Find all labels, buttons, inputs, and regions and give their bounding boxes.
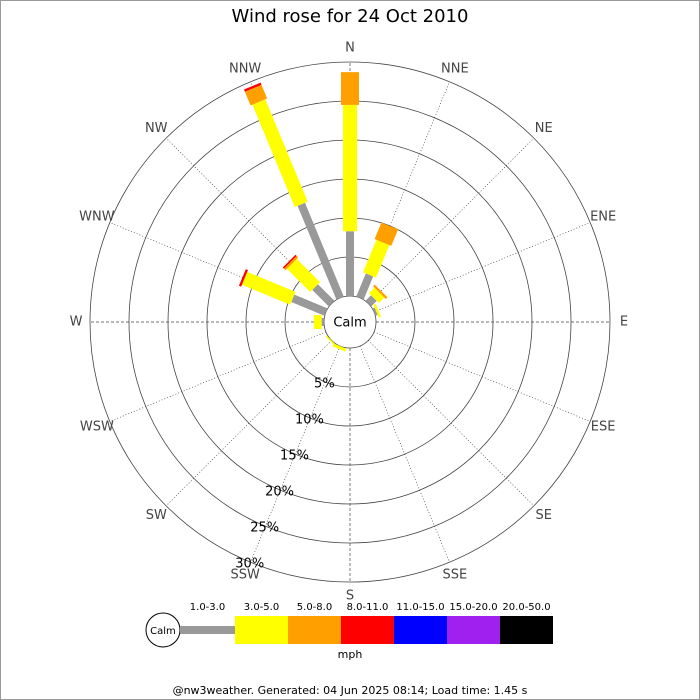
- direction-label: SW: [146, 508, 167, 523]
- legend-label: 20.0-50.0: [502, 602, 550, 613]
- legend-swatch: [500, 616, 553, 644]
- calm-bg: [325, 297, 375, 347]
- direction-label: SSW: [230, 568, 260, 583]
- legend-label: 3.0-5.0: [244, 602, 279, 613]
- unit-label: mph: [338, 648, 363, 661]
- direction-label: WSW: [80, 419, 114, 434]
- spoke: [368, 340, 535, 507]
- direction-label: SE: [536, 508, 552, 523]
- bar-segment: [365, 295, 377, 307]
- direction-bars: [238, 269, 328, 316]
- bar-segment: [325, 335, 337, 347]
- bar-segment: [356, 273, 374, 300]
- legend-swatch: [288, 616, 341, 644]
- spoke: [109, 331, 327, 422]
- chart-title: Wind rose for 24 Oct 2010: [232, 6, 469, 27]
- ring-label: 30%: [235, 557, 264, 572]
- ring-label: 25%: [250, 521, 279, 536]
- bar-segment: [372, 307, 378, 316]
- spoke: [359, 345, 450, 563]
- direction-bars: [282, 254, 335, 307]
- bar-segment: [374, 222, 399, 246]
- calm-label: Calm: [333, 316, 366, 331]
- bar-segment: [241, 271, 296, 305]
- legend-swatch: [235, 616, 288, 644]
- direction-bars: [365, 284, 388, 307]
- bar-segment: [286, 258, 321, 293]
- legend-swatch: [341, 616, 394, 644]
- bar-segment: [243, 82, 262, 92]
- bar-segment: [313, 315, 322, 329]
- direction-label: SSE: [442, 568, 467, 583]
- direction-label: NNW: [229, 61, 261, 76]
- bar-segment: [252, 99, 308, 207]
- direction-label: ESE: [591, 419, 616, 434]
- direction-label: W: [70, 315, 83, 330]
- direction-label: N: [345, 41, 355, 56]
- direction-label: ENE: [590, 210, 616, 225]
- bar-segment: [343, 104, 357, 232]
- legend-label: 15.0-20.0: [449, 602, 497, 613]
- legend-swatch: [447, 616, 500, 644]
- spoke: [368, 137, 535, 304]
- bar-segment: [283, 255, 299, 271]
- ring-label: 20%: [265, 484, 294, 499]
- bar-segment: [282, 254, 297, 269]
- ring: [89, 61, 611, 583]
- direction-bars: [356, 222, 399, 300]
- bar-segment: [312, 284, 335, 307]
- legend-label: 5.0-8.0: [297, 602, 332, 613]
- bar-segment: [373, 303, 382, 318]
- spoke: [165, 340, 332, 507]
- spoke: [250, 345, 341, 563]
- direction-bars: [325, 335, 337, 347]
- legend-swatch: [394, 616, 447, 644]
- legend-swatch: [180, 626, 235, 634]
- bar-segment: [368, 287, 385, 304]
- direction-label: NNE: [441, 61, 469, 76]
- legend-label: 11.0-15.0: [396, 602, 444, 613]
- bar-segment: [238, 269, 248, 287]
- direction-bars: [341, 72, 359, 296]
- legend-label: 8.0-11.0: [347, 602, 389, 613]
- bar-segment: [297, 202, 344, 300]
- ring-label: 5%: [314, 376, 335, 391]
- spoke: [373, 222, 591, 313]
- bar-segment: [373, 284, 388, 299]
- bar-segment: [291, 294, 328, 316]
- direction-label: E: [620, 315, 628, 330]
- legend-label: 1.0-3.0: [190, 602, 225, 613]
- bar-segment: [363, 239, 390, 278]
- spoke: [373, 331, 591, 422]
- direction-label: S: [346, 589, 354, 604]
- direction-label: NW: [145, 121, 168, 136]
- direction-bars: [372, 303, 382, 318]
- bar-segment: [321, 318, 325, 326]
- footer: @nw3weather. Generated: 04 Jun 2025 08:1…: [173, 684, 528, 697]
- bar-segment: [346, 231, 354, 296]
- direction-label: NE: [535, 121, 553, 136]
- ring-label: 10%: [295, 412, 324, 427]
- direction-bars: [243, 82, 344, 300]
- ring-label: 15%: [280, 448, 309, 463]
- bar-segment: [341, 72, 359, 105]
- direction-bars: [313, 315, 325, 329]
- legend-calm-label: Calm: [150, 626, 176, 637]
- direction-label: WNW: [79, 210, 115, 225]
- bar-segment: [244, 84, 268, 106]
